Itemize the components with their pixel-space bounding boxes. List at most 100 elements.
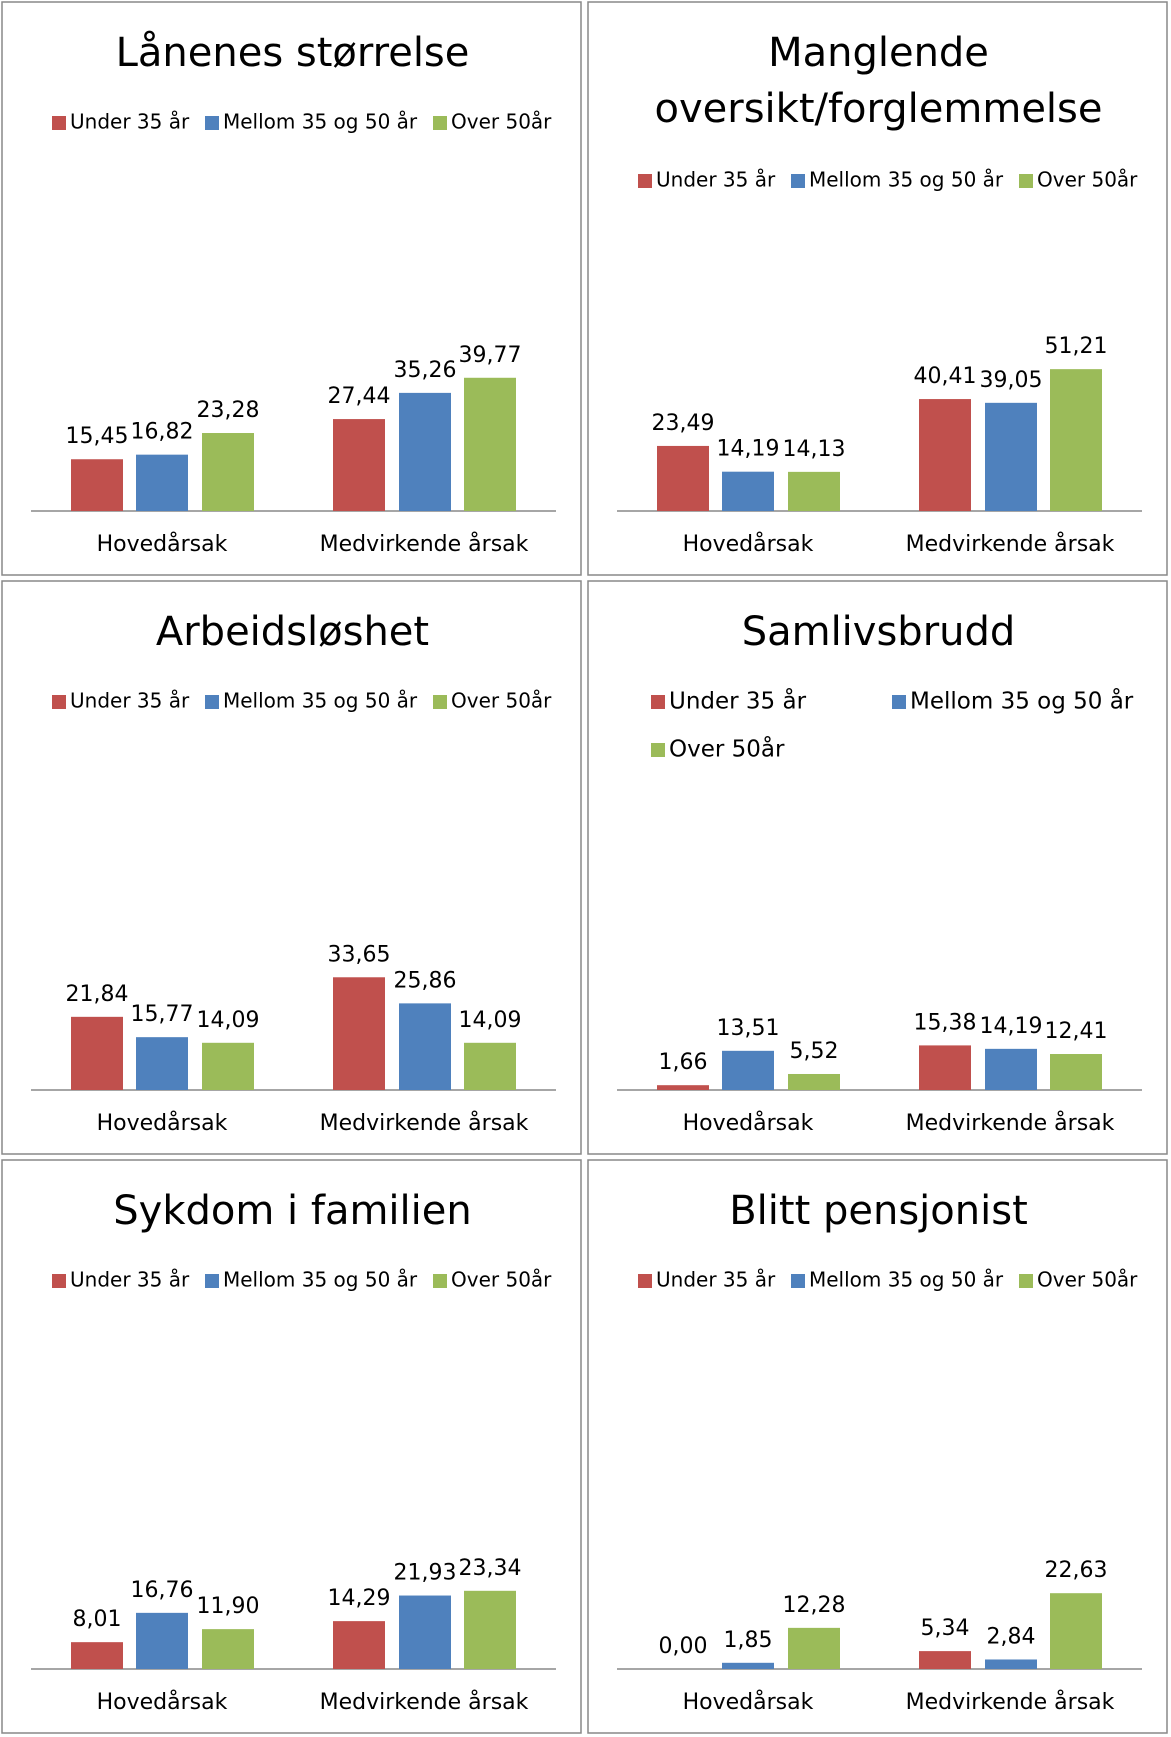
chart-panel: Arbeidsløshet Under 35 år Mellom 35 og 50 … [1, 580, 582, 1155]
panel-border [1, 580, 582, 1155]
data-label: 14,09 [459, 1008, 522, 1033]
legend-swatch [791, 1274, 805, 1288]
panel-border [1, 1159, 582, 1734]
x-tick-label: Medvirkende årsak [906, 531, 1115, 557]
legend-label: Mellom 35 og 50 år [223, 110, 418, 134]
legend-label: Under 35 år [656, 1268, 776, 1292]
bar [333, 1621, 385, 1669]
bar [919, 1651, 971, 1669]
legend-label: Under 35 år [656, 168, 776, 192]
chart-title: Samlivsbrudd [742, 609, 1016, 655]
legend-swatch [638, 174, 652, 188]
x-tick-label: Medvirkende årsak [906, 1689, 1115, 1715]
legend-label: Under 35 år [669, 687, 807, 715]
x-tick-label: Hovedårsak [683, 1110, 814, 1136]
legend-swatch [638, 1274, 652, 1288]
data-label: 5,52 [790, 1039, 839, 1064]
legend-swatch [433, 695, 447, 709]
chart-panel: Manglende oversikt/forglemmelse Under 35 å… [587, 1, 1168, 576]
chart-title: Blitt pensjonist [729, 1188, 1028, 1234]
bar [1050, 1593, 1102, 1669]
legend-swatch [892, 695, 906, 709]
bar [657, 1085, 709, 1090]
legend-swatch [791, 174, 805, 188]
data-label: 39,77 [459, 343, 522, 368]
legend-label: Mellom 35 og 50 år [910, 687, 1134, 715]
bar [722, 1050, 774, 1090]
x-tick-label: Medvirkende årsak [320, 1110, 529, 1136]
bar [333, 977, 385, 1090]
data-label: 14,19 [980, 1014, 1043, 1039]
bar [464, 377, 516, 511]
bar [722, 471, 774, 511]
bar [399, 392, 451, 511]
data-label: 33,65 [328, 942, 391, 967]
chart-title: oversikt/forglemmelse [655, 86, 1103, 132]
panel-border [587, 1159, 1168, 1734]
data-label: 12,41 [1045, 1019, 1108, 1044]
legend-label: Under 35 år [70, 110, 190, 134]
chart-panel: Sykdom i familien Under 35 år Mellom 35 og… [1, 1159, 582, 1734]
bar [1050, 369, 1102, 511]
legend-swatch [52, 116, 66, 130]
bar [333, 419, 385, 511]
data-label: 21,84 [66, 982, 129, 1007]
x-tick-label: Medvirkende årsak [320, 531, 529, 557]
data-label: 14,29 [328, 1586, 391, 1611]
panel-border [587, 1, 1168, 576]
data-label: 1,85 [724, 1628, 773, 1653]
legend-label: Mellom 35 og 50 år [809, 1268, 1004, 1292]
x-tick-label: Medvirkende årsak [906, 1110, 1115, 1136]
chart-panel: Blitt pensjonist Under 35 år Mellom 35 og … [587, 1159, 1168, 1734]
bar [71, 1642, 123, 1669]
data-label: 0,00 [659, 1634, 708, 1659]
legend-label: Over 50år [451, 110, 552, 134]
legend-label: Under 35 år [70, 689, 190, 713]
bar [136, 1037, 188, 1090]
bar [919, 399, 971, 511]
data-label: 40,41 [914, 364, 977, 389]
bar [788, 471, 840, 511]
x-tick-label: Hovedårsak [97, 1689, 228, 1715]
bar [71, 1016, 123, 1090]
legend-label: Over 50år [1037, 168, 1138, 192]
data-label: 14,19 [717, 437, 780, 462]
legend-swatch [52, 695, 66, 709]
data-label: 51,21 [1045, 334, 1108, 359]
data-label: 25,86 [394, 968, 457, 993]
bar [985, 1048, 1037, 1090]
panel-border [587, 580, 1168, 1155]
legend-swatch [651, 743, 665, 757]
bar [657, 445, 709, 511]
legend-swatch [1019, 174, 1033, 188]
chart-panel: Samlivsbrudd Under 35 år Mellom 35 og 50 å… [587, 580, 1168, 1155]
data-label: 23,28 [197, 398, 260, 423]
bar [71, 459, 123, 511]
legend-label: Over 50år [669, 735, 785, 763]
x-tick-label: Medvirkende årsak [320, 1689, 529, 1715]
bar [136, 454, 188, 511]
bar [788, 1627, 840, 1669]
legend-swatch [205, 695, 219, 709]
data-label: 1,66 [659, 1050, 708, 1075]
data-label: 16,82 [131, 420, 194, 445]
panel-border [1, 1, 582, 576]
data-label: 14,13 [783, 437, 846, 462]
legend-swatch [651, 695, 665, 709]
legend-swatch [433, 116, 447, 130]
bar [1050, 1054, 1102, 1090]
chart-title: Lånenes størrelse [116, 30, 470, 76]
data-label: 22,63 [1045, 1558, 1108, 1583]
legend-swatch [433, 1274, 447, 1288]
data-label: 15,38 [914, 1010, 977, 1035]
data-label: 23,49 [652, 411, 715, 436]
bar [788, 1073, 840, 1090]
chart-title: Arbeidsløshet [156, 609, 429, 655]
legend-label: Over 50år [451, 1268, 552, 1292]
legend-label: Mellom 35 og 50 år [809, 168, 1004, 192]
legend-swatch [205, 1274, 219, 1288]
legend-swatch [205, 116, 219, 130]
bar [399, 1003, 451, 1090]
data-label: 2,84 [987, 1624, 1036, 1649]
